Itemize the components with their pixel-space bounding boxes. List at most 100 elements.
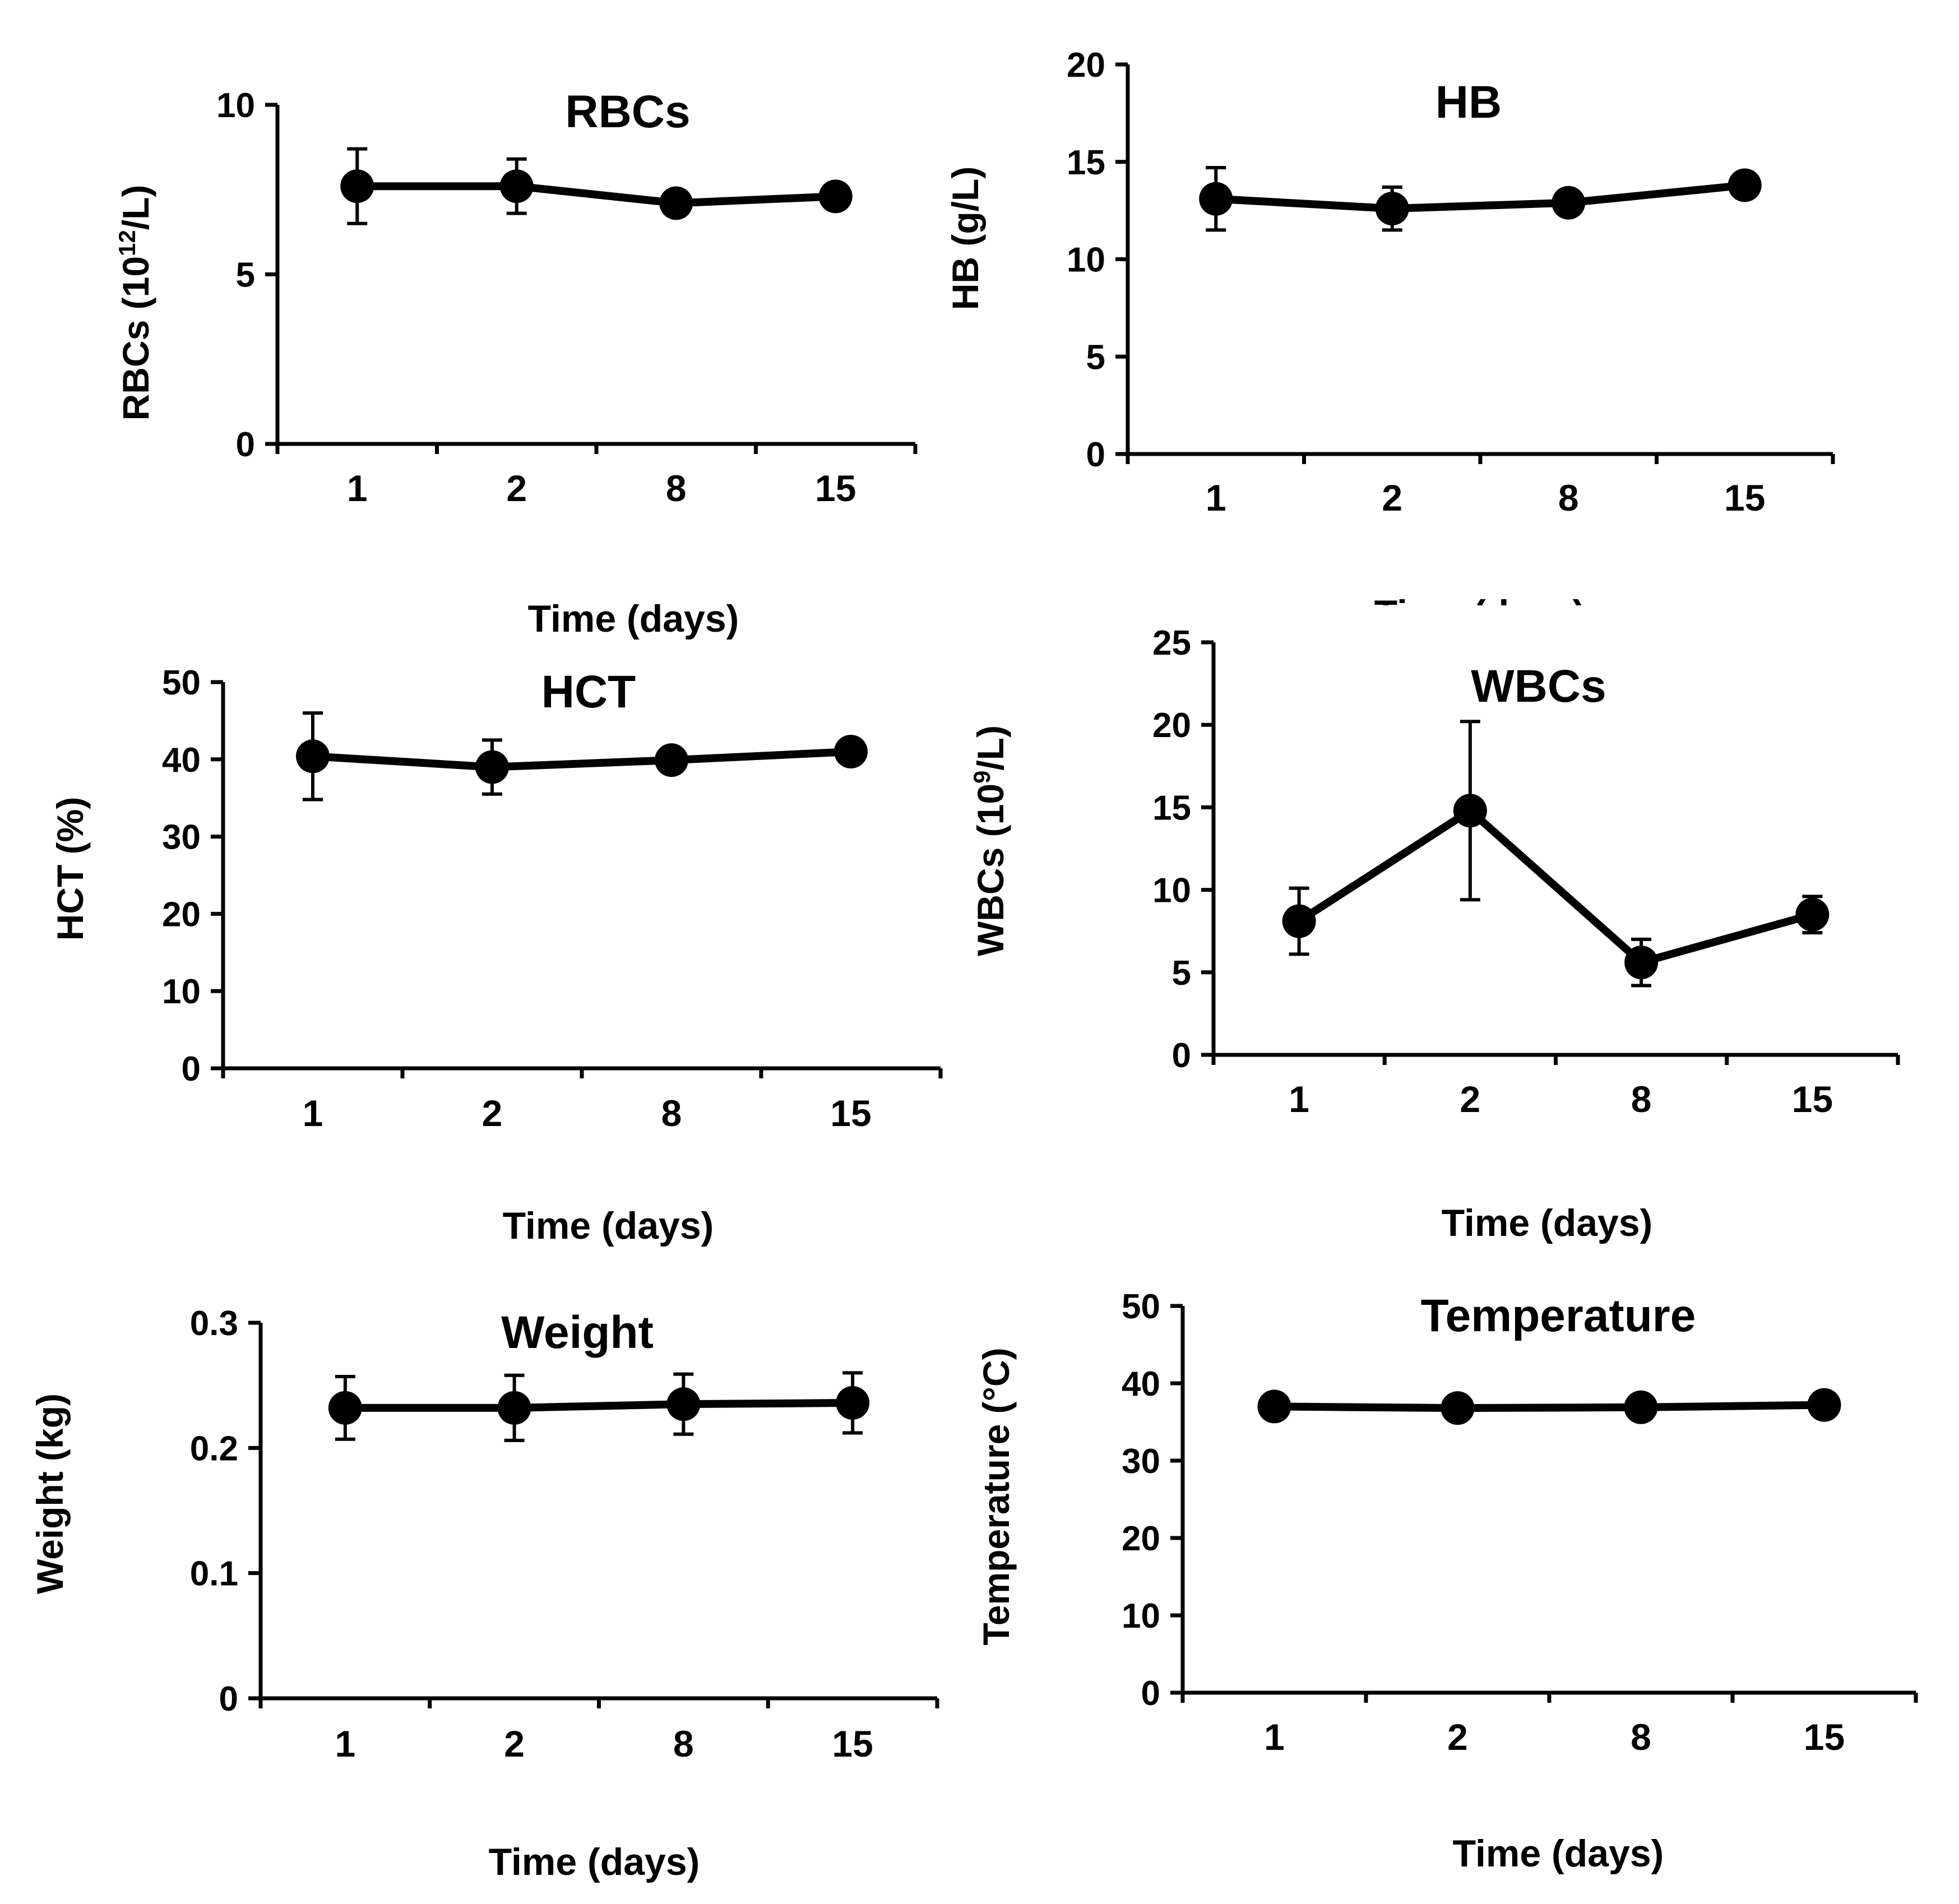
x-tick-label: 8: [1558, 477, 1579, 518]
data-point: [666, 1387, 701, 1421]
series-line: [1274, 1401, 1824, 1412]
y-tick-label: 40: [1122, 1365, 1160, 1403]
chart-title: HB: [1435, 77, 1502, 128]
y-tick-label: 10: [1067, 241, 1105, 280]
x-tick-label: 1: [1289, 1078, 1309, 1120]
x-tick-label: 1: [1206, 477, 1226, 518]
series-line: [357, 182, 836, 207]
chart-panel-6: 0 10 20 30 40 50 1 2 8 15 Time (days) Temperature Te…: [975, 1287, 1918, 1875]
data-point: [497, 1391, 531, 1425]
series-line: [312, 748, 851, 771]
x-axis-label: Time (days): [1442, 1202, 1653, 1244]
x-axis-label: Time (days): [489, 1841, 700, 1883]
x-tick-label: 2: [1447, 1716, 1468, 1758]
y-tick-label: 20: [1152, 706, 1191, 745]
data-point: [1257, 1389, 1291, 1424]
x-axis-label: Time (days): [1453, 1832, 1664, 1875]
y-tick-label: 0: [1141, 1674, 1160, 1713]
y-axis-label: Temperature (°C): [975, 1347, 1017, 1645]
data-point: [836, 1386, 870, 1420]
chart-panel-5: 0 0.1 0.2 0.3 1 2 8 15 Time (days) Weight Weight (…: [29, 1304, 939, 1883]
data-point: [1282, 904, 1316, 938]
data-point: [499, 169, 534, 203]
y-tick-label: 10: [162, 972, 201, 1011]
y-tick-label: 15: [1067, 143, 1105, 182]
x-tick-label: 8: [661, 1092, 682, 1134]
x-tick-label: 2: [482, 1092, 503, 1134]
x-tick-label: 2: [504, 1723, 525, 1764]
y-tick-label: 5: [1172, 954, 1191, 993]
data-point: [818, 179, 853, 214]
data-point: [1552, 186, 1586, 220]
data-point: [834, 735, 868, 769]
data-point: [1199, 182, 1233, 216]
data-point: [328, 1391, 362, 1425]
y-tick-label: 0: [1172, 1036, 1191, 1075]
x-axis-label: Time (days): [1374, 592, 1586, 635]
data-point: [1375, 192, 1409, 226]
series-line: [345, 1398, 853, 1412]
chart-panel-1: 0 5 10 1 2 8 15 Time (days) RBCs RBCs (1012/L): [114, 86, 918, 640]
y-tick-label: 20: [1122, 1520, 1160, 1558]
y-tick-label: 10: [216, 86, 255, 125]
y-tick-label: 25: [1152, 624, 1191, 663]
chart-title: Weight: [501, 1307, 654, 1358]
y-tick-label: 0: [219, 1680, 238, 1718]
y-tick-label: 30: [1122, 1442, 1160, 1481]
data-point: [1441, 1391, 1475, 1425]
y-tick-label: 0: [182, 1050, 201, 1088]
x-tick-label: 2: [1460, 1078, 1481, 1120]
y-axis-label: Weight (kg): [29, 1393, 71, 1594]
chart-panel-4: 0 5 10 15 20 25 1 2 8 15 Time (days) WBCs WBCs (109/…: [969, 624, 1900, 1244]
series-line: [1215, 181, 1745, 213]
x-tick-label: 15: [830, 1092, 871, 1134]
y-tick-label: 0: [1086, 436, 1105, 474]
x-tick-label: 15: [832, 1723, 873, 1764]
y-axis-label: WBCs (109/L): [969, 725, 1011, 956]
y-tick-label: 40: [162, 741, 201, 780]
x-tick-label: 8: [1631, 1716, 1651, 1758]
y-tick-label: 0.2: [190, 1429, 238, 1468]
y-axis-label: HB (g/L): [944, 166, 986, 311]
data-point: [1807, 1388, 1841, 1422]
y-tick-label: 15: [1152, 789, 1191, 827]
y-tick-label: 5: [1086, 338, 1105, 377]
x-tick-label: 2: [1382, 477, 1402, 518]
data-point: [296, 739, 330, 773]
x-tick-label: 1: [335, 1723, 356, 1764]
data-point: [655, 743, 688, 777]
y-tick-label: 0.3: [190, 1304, 238, 1343]
x-tick-label: 8: [1631, 1078, 1652, 1120]
x-axis-label: Time (days): [503, 1205, 714, 1247]
y-axis-label: RBCs (1012/L): [114, 185, 156, 421]
y-tick-label: 10: [1152, 872, 1191, 910]
x-tick-label: 15: [1804, 1716, 1845, 1758]
y-tick-label: 0.1: [190, 1555, 238, 1593]
x-axis-label: Time (days): [528, 597, 739, 640]
data-point: [1624, 1390, 1658, 1424]
x-tick-label: 8: [673, 1723, 694, 1764]
y-tick-label: 20: [162, 895, 201, 934]
y-tick-label: 50: [1122, 1287, 1160, 1326]
x-tick-label: 1: [347, 467, 368, 509]
x-tick-label: 15: [815, 467, 856, 509]
data-point: [340, 169, 374, 203]
x-tick-label: 1: [1264, 1716, 1285, 1758]
data-point: [1795, 897, 1830, 932]
x-tick-label: 15: [1792, 1078, 1833, 1120]
data-point: [1624, 946, 1659, 980]
x-tick-label: 1: [303, 1092, 323, 1134]
data-point: [475, 750, 509, 784]
series-line: [1296, 807, 1814, 967]
chart-title: RBCs: [565, 86, 690, 137]
y-tick-label: 5: [236, 256, 255, 295]
chart-title: Temperature: [1421, 1290, 1696, 1341]
y-tick-label: 50: [162, 664, 201, 702]
data-point: [659, 186, 693, 220]
chart-title: HCT: [541, 666, 636, 717]
data-point: [1728, 168, 1762, 202]
y-tick-label: 0: [236, 425, 255, 464]
chart-panel-3: 0 10 20 30 40 50 1 2 8 15 Time (days) HCT HCT (%): [49, 664, 943, 1247]
y-tick-label: 10: [1122, 1597, 1160, 1636]
